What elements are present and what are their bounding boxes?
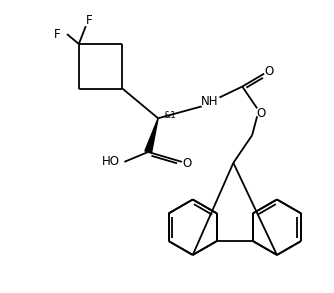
Text: HO: HO — [102, 155, 120, 168]
Text: F: F — [86, 14, 92, 27]
Text: NH: NH — [201, 95, 218, 108]
Text: O: O — [257, 107, 266, 120]
Polygon shape — [145, 118, 158, 153]
Text: &1: &1 — [163, 111, 176, 120]
Text: O: O — [265, 65, 274, 78]
Text: F: F — [54, 28, 60, 40]
Text: O: O — [182, 157, 191, 170]
